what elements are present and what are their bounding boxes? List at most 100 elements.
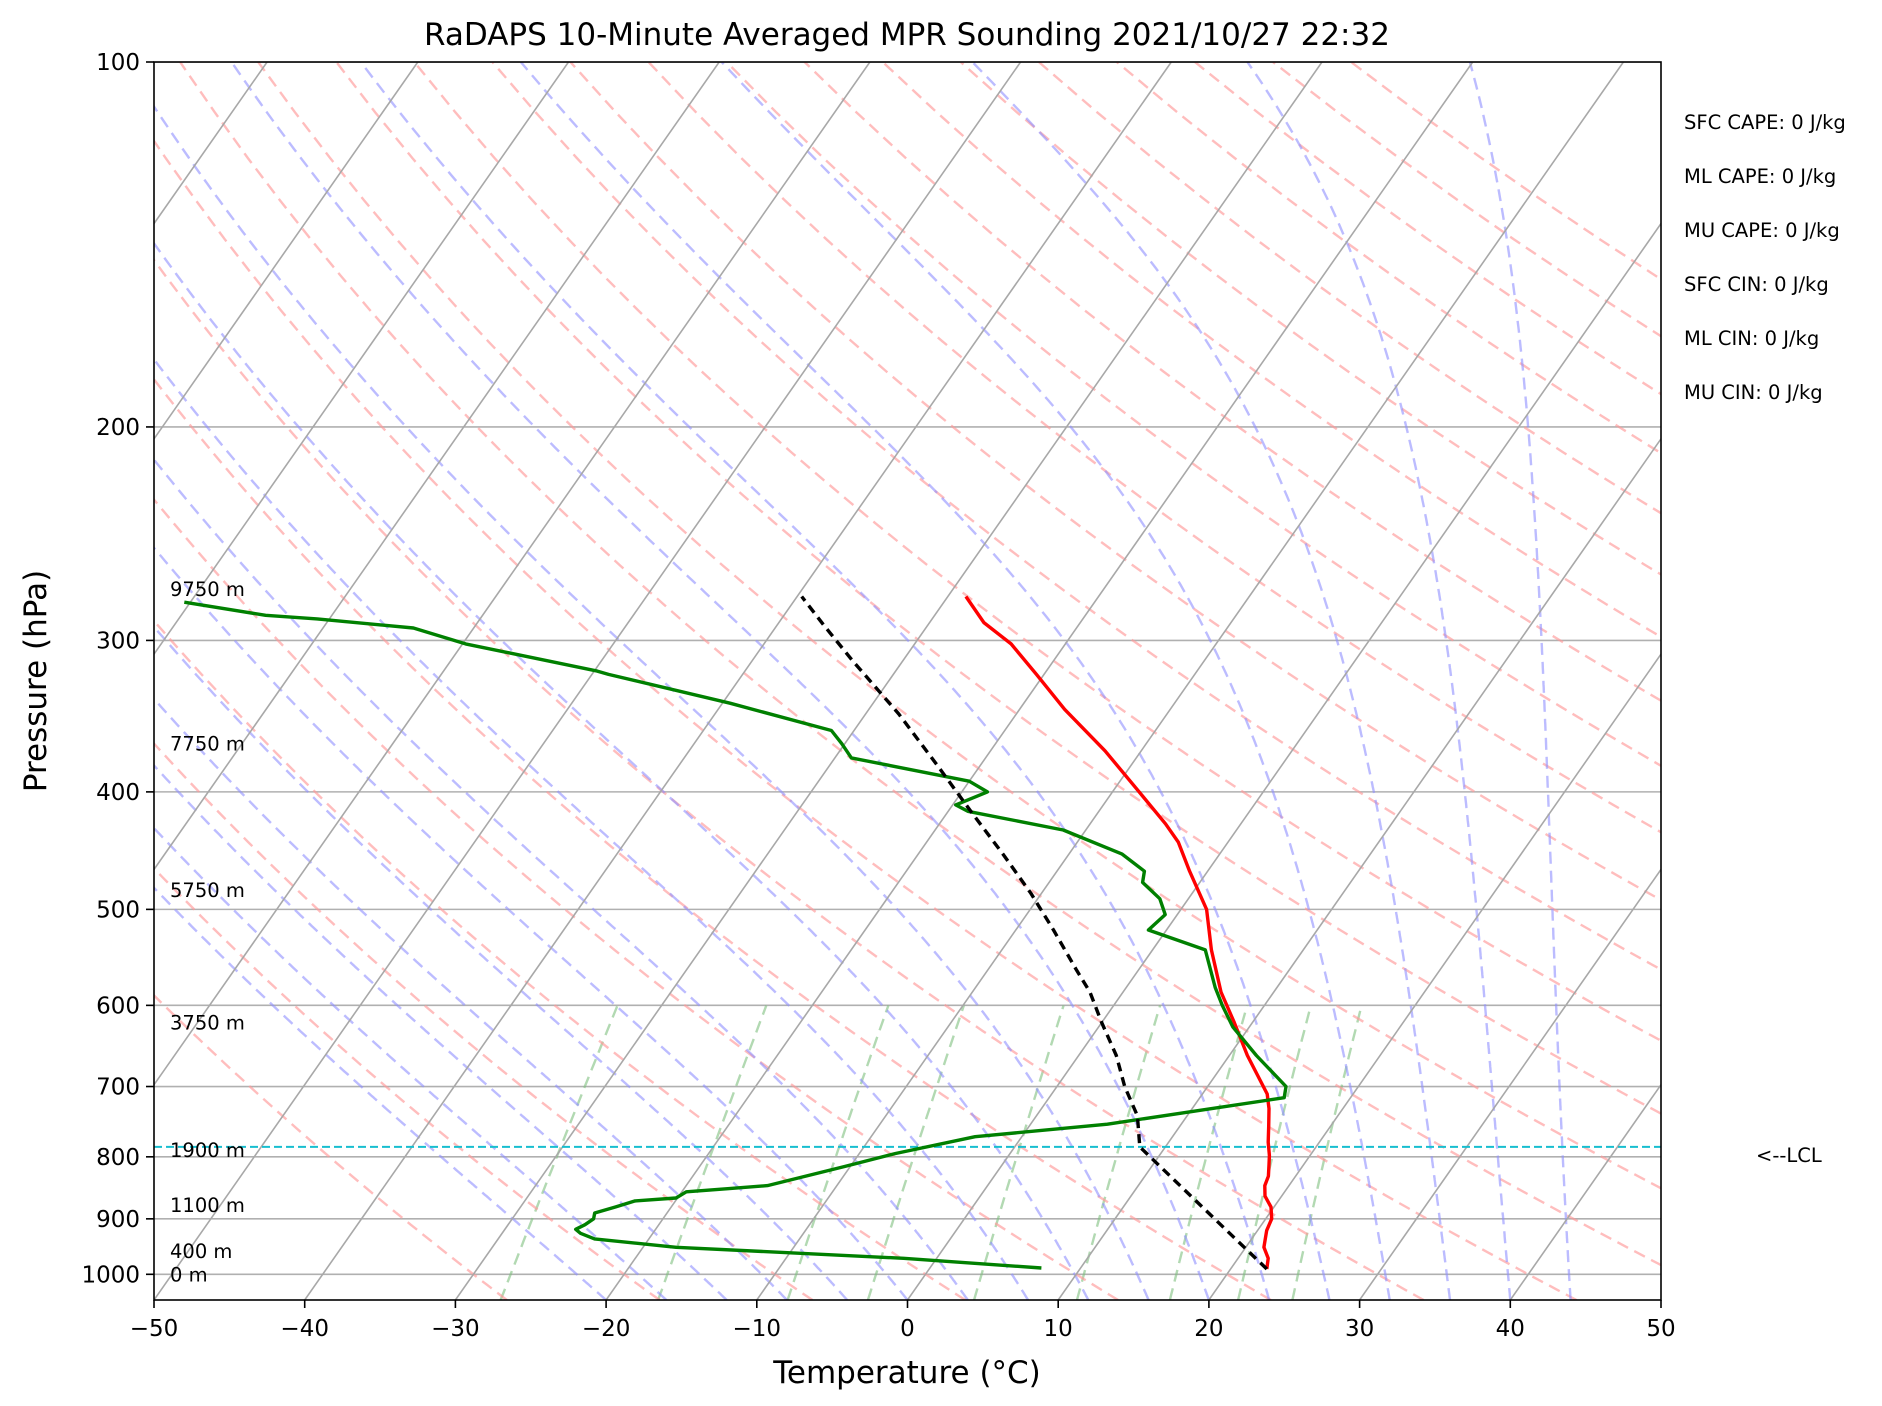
moist-adiabat <box>230 62 1211 1300</box>
mixing-ratio-line <box>866 1005 966 1300</box>
mixing-ratio-lines <box>499 1004 1363 1300</box>
isotherm-line <box>1509 1083 1661 1300</box>
moist-adiabat <box>154 886 607 1300</box>
dry-adiabat <box>154 377 1272 1300</box>
x-tick-label: −50 <box>130 1316 179 1342</box>
y-tick-label: 200 <box>96 415 140 441</box>
dry-adiabat <box>1350 62 1661 281</box>
dry-adiabat <box>257 62 1661 1190</box>
moist-adiabat <box>154 357 1030 1300</box>
isotherm-line <box>154 62 570 656</box>
stability-stats: SFC CAPE: 0 J/kg ML CAPE: 0 J/kg MU CAPE: … <box>1684 111 1846 404</box>
dry-adiabats <box>154 62 1661 1300</box>
mixing-ratio-line <box>786 1004 890 1300</box>
height-label: 1900 m <box>170 1139 245 1162</box>
mixing-ratio-line <box>499 1004 619 1300</box>
moist-adiabat <box>154 457 969 1300</box>
y-tick-label: 400 <box>96 780 140 806</box>
isotherm-line <box>154 62 1022 1300</box>
gridlines <box>154 62 1661 1276</box>
stat-line: SFC CAPE: 0 J/kg <box>1684 111 1846 134</box>
isotherm-line <box>454 62 1323 1300</box>
dry-adiabat <box>179 62 1661 1267</box>
mixing-ratio-line <box>1291 1005 1363 1300</box>
isotherm-line <box>1660 1298 1661 1300</box>
x-axis-ticks: −50 −40 −30 −20 −10 0 10 20 30 40 50 <box>130 1300 1676 1342</box>
dry-adiabat <box>154 866 661 1300</box>
x-tick-label: 0 <box>900 1316 915 1342</box>
y-tick-label: 1000 <box>81 1262 140 1288</box>
moist-adiabat <box>154 826 668 1300</box>
sounding-series <box>184 595 1288 1271</box>
x-axis-label: Temperature (°C) <box>772 1355 1041 1391</box>
isotherm-line <box>154 62 720 871</box>
dewpoint-line <box>184 600 1288 1270</box>
height-label: 5750 m <box>170 879 245 902</box>
x-tick-label: 30 <box>1345 1316 1374 1342</box>
isotherm-line <box>906 222 1661 1300</box>
mixing-ratio-line <box>1075 1005 1162 1300</box>
dry-adiabat <box>154 741 814 1300</box>
moist-adiabat <box>154 697 788 1300</box>
x-tick-label: 20 <box>1194 1316 1223 1342</box>
dry-adiabat <box>959 62 1661 576</box>
x-tick-label: 10 <box>1044 1316 1073 1342</box>
mixing-ratio-line <box>656 1004 768 1300</box>
dry-adiabat <box>881 62 1661 639</box>
height-label: 400 m <box>170 1240 232 1263</box>
x-tick-label: −10 <box>733 1316 782 1342</box>
dry-adiabat <box>569 62 1661 902</box>
height-label: 9750 m <box>170 578 245 601</box>
mixing-ratio-line <box>972 1005 1065 1300</box>
dry-adiabat <box>725 62 1661 768</box>
y-tick-label: 100 <box>96 50 140 76</box>
height-label: 3750 m <box>170 1012 245 1035</box>
chart-title: RaDAPS 10-Minute Averaged MPR Sounding 2… <box>424 17 1390 53</box>
x-tick-label: −30 <box>431 1316 480 1342</box>
plot-frame <box>153 61 1662 1301</box>
isotherm-line <box>1208 652 1661 1300</box>
lcl-label: <--LCL <box>1756 1144 1822 1167</box>
moist-adiabat <box>1468 62 1572 1300</box>
stat-line: MU CAPE: 0 J/kg <box>1684 219 1840 242</box>
moist-adiabat <box>519 62 1331 1300</box>
y-tick-label: 700 <box>96 1075 140 1101</box>
mixing-ratio-line <box>1236 1005 1313 1300</box>
moist-adiabats <box>154 62 1572 1300</box>
isotherm-line <box>605 62 1474 1300</box>
stat-line: MU CIN: 0 J/kg <box>1684 381 1823 404</box>
dry-adiabat <box>491 62 1661 971</box>
y-tick-label: 900 <box>96 1207 140 1233</box>
x-tick-label: 40 <box>1496 1316 1525 1342</box>
x-tick-label: −40 <box>280 1316 329 1342</box>
dry-adiabat <box>154 993 508 1300</box>
isotherm-line <box>1057 437 1661 1300</box>
height-labels: 9750 m 7750 m 5750 m 3750 m 1900 m 1100 m 400 … <box>170 578 245 1286</box>
moist-adiabat <box>154 763 728 1300</box>
moist-adiabat <box>154 104 1150 1300</box>
height-label: 1100 m <box>170 1194 245 1217</box>
stat-line: ML CAPE: 0 J/kg <box>1684 165 1836 188</box>
isotherm-line <box>304 62 1172 1300</box>
isotherm-line <box>154 62 419 441</box>
y-axis-label: Pressure (hPa) <box>18 570 54 792</box>
isotherms <box>154 62 1882 1300</box>
stat-line: ML CIN: 0 J/kg <box>1684 327 1819 350</box>
moist-adiabat <box>154 546 909 1300</box>
moist-adiabat <box>154 241 1090 1300</box>
dry-adiabat <box>647 62 1661 834</box>
y-tick-label: 800 <box>96 1145 140 1171</box>
isotherm-line <box>1812 62 1882 1300</box>
moist-adiabat <box>154 625 849 1300</box>
isotherm-line <box>154 62 871 1087</box>
dry-adiabat <box>335 62 1661 1115</box>
temperature-line <box>964 595 1274 1270</box>
mixing-ratio-line <box>1168 1005 1249 1300</box>
x-tick-label: 50 <box>1646 1316 1675 1342</box>
dry-adiabat <box>1116 62 1661 455</box>
y-axis-ticks: 100 200 300 400 500 600 700 800 900 1000 <box>81 50 154 1288</box>
height-label: 0 m <box>170 1263 208 1286</box>
y-tick-label: 600 <box>96 993 140 1019</box>
x-tick-label: −20 <box>582 1316 631 1342</box>
dry-adiabat <box>1272 62 1661 338</box>
